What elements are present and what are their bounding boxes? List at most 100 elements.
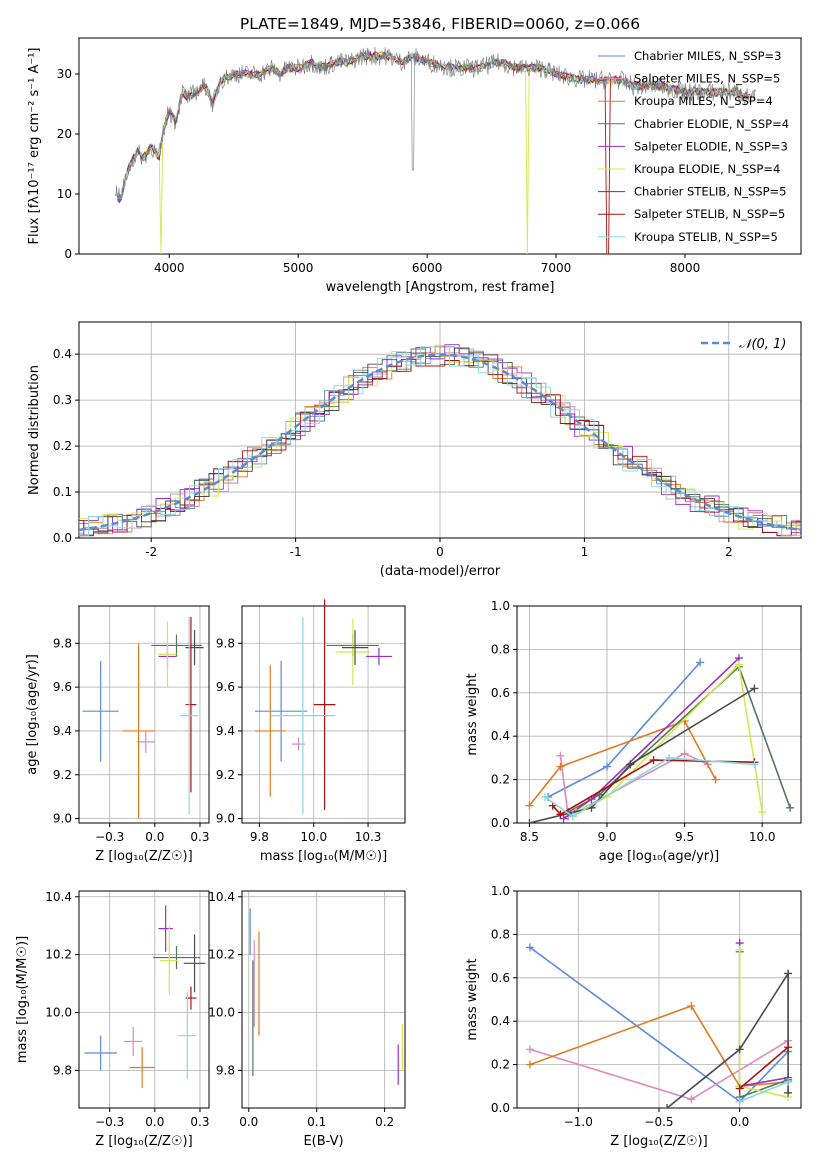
y-tick-label: 0.0 — [491, 816, 510, 830]
mass-weight-marker — [556, 762, 565, 771]
y-tick-label: 0.4 — [491, 1014, 510, 1028]
mass-weight-series-7 — [739, 1046, 789, 1090]
mass-weight-series-8 — [739, 1081, 789, 1103]
x-tick-label: 6000 — [412, 261, 443, 275]
mass-weight-marker — [758, 808, 767, 817]
x-axis-label: (data-model)/error — [380, 564, 501, 579]
legend-label: Chabrier MILES, N_SSP=3 — [634, 49, 781, 63]
y-tick-label: 9.8 — [53, 636, 72, 650]
mass-vs-metallicity-panel: −0.3 0.0 0.3 9.8 10.0 10.2 10.4 Z [log₁₀(Z/Z☉)]… — [15, 890, 210, 1149]
legend-label: 𝒩(0, 1) — [739, 337, 786, 352]
y-tick-label: 9.6 — [53, 680, 72, 694]
y-tick-label: 0.1 — [53, 485, 72, 499]
x-tick-label: 7000 — [541, 261, 572, 275]
y-tick-label: 9.4 — [53, 724, 72, 738]
mass-weight-marker — [525, 801, 534, 810]
observed-spectrum — [114, 47, 756, 204]
mass-weight-marker — [734, 660, 743, 669]
residual-histogram-1 — [79, 348, 801, 535]
x-tick-label: -2 — [145, 545, 157, 559]
mass-weight-marker — [735, 1045, 744, 1054]
y-tick-label: 0 — [64, 247, 72, 261]
mass-weight-marker — [663, 1104, 672, 1108]
plot-frame — [78, 37, 802, 255]
y-tick-label: 0.0 — [53, 531, 72, 545]
mass-weight-marker — [525, 1045, 534, 1054]
x-axis-label: Z [log₁₀(Z/Z☉)] — [95, 1134, 192, 1149]
x-tick-label: 0.0 — [239, 1115, 258, 1129]
y-tick-label: 10.4 — [208, 890, 235, 904]
y-axis-label: Flux [fλ10⁻¹⁷ erg cm⁻² s⁻¹ A⁻¹] — [27, 48, 42, 245]
x-axis-label: Z [log₁₀(Z/Z☉)] — [95, 849, 192, 864]
y-tick-label: 0.2 — [53, 439, 72, 453]
y-tick-label: 1.0 — [491, 884, 510, 898]
y-tick-label: 10.4 — [45, 890, 72, 904]
mass-weight-marker — [559, 814, 568, 823]
legend-label: Chabrier ELODIE, N_SSP=4 — [634, 117, 789, 131]
massweight-vs-age-panel: 8.5 9.0 9.5 10.0 0.0 0.2 0.4 0.6 0.8 1.0 age [log₁… — [465, 599, 802, 864]
mass-weight-series-1 — [559, 752, 709, 818]
legend-label: Salpeter STELIB, N_SSP=5 — [634, 207, 785, 221]
histogram-lines — [79, 344, 801, 537]
mass-weight-marker — [750, 760, 759, 769]
x-tick-label: 10.3 — [355, 830, 382, 844]
y-tick-label: 0.6 — [491, 971, 510, 985]
x-tick-label: 0.0 — [145, 830, 164, 844]
mass-weight-marker — [735, 1084, 744, 1093]
plot-frame — [78, 890, 210, 1109]
x-tick-label: 1 — [581, 545, 589, 559]
x-tick-label: 0.3 — [190, 1115, 209, 1129]
x-tick-label: -1 — [290, 545, 302, 559]
legend-label: Kroupa MILES, N_SSP=4 — [634, 94, 773, 108]
mass-weight-series-6 — [666, 970, 789, 1108]
massweight-vs-metallicity-panel: −1.0 −0.5 0.0 0.0 0.2 0.4 0.6 0.8 1.0 Z [log₁₀(Z/… — [465, 884, 802, 1149]
mass-weight-marker — [525, 943, 534, 952]
y-tick-label: 9.0 — [216, 812, 235, 826]
x-tick-label: 0.1 — [307, 1115, 326, 1129]
mass-weight-marker — [626, 760, 635, 769]
x-tick-label: 0.3 — [190, 830, 209, 844]
x-tick-label: −0.3 — [95, 1115, 124, 1129]
mass-weight-marker — [696, 658, 705, 667]
y-tick-label: 9.8 — [216, 636, 235, 650]
x-axis-label: wavelength [Angstrom, rest frame] — [326, 280, 555, 295]
y-tick-label: 10.0 — [208, 1006, 235, 1020]
gridlines — [79, 606, 209, 823]
x-axis-label: Z [log₁₀(Z/Z☉)] — [610, 1134, 707, 1149]
gridlines — [79, 891, 209, 1108]
mass-weight-marker — [784, 1088, 793, 1097]
age-vs-mass-panel: 9.8 10.0 10.3 9.0 9.2 9.4 9.6 9.8 mass [log₁₀(M/… — [216, 599, 406, 864]
legend-label: Salpeter ELODIE, N_SSP=3 — [634, 139, 788, 153]
plot-frame — [78, 605, 210, 824]
mass-weight-marker — [525, 1060, 534, 1069]
y-tick-label: 0.8 — [491, 642, 510, 656]
y-tick-label: 0.4 — [53, 347, 72, 361]
y-tick-label: 30 — [57, 67, 72, 81]
mass-weight-marker — [687, 1095, 696, 1104]
y-tick-label: 9.8 — [216, 1063, 235, 1077]
y-tick-label: 1.0 — [491, 599, 510, 613]
y-tick-label: 10 — [57, 187, 72, 201]
normal-curve — [79, 353, 801, 532]
legend-label: Chabrier STELIB, N_SSP=5 — [634, 185, 786, 199]
mass-weight-marker — [784, 1077, 793, 1086]
y-tick-label: 9.8 — [53, 1063, 72, 1077]
mass-vs-extinction-panel: 0.0 0.1 0.2 9.8 10.0 10.2 10.4 E(B-V) — [208, 890, 406, 1149]
x-tick-label: 9.0 — [597, 830, 616, 844]
x-tick-label: 8.5 — [520, 830, 539, 844]
x-tick-label: 8000 — [670, 261, 701, 275]
spectrum-lines — [114, 47, 756, 254]
mass-weight-lines — [525, 654, 795, 823]
mass-weight-marker — [603, 762, 612, 771]
y-axis-label: age [log₁₀(age/yr)] — [25, 654, 40, 775]
x-tick-label: 0.0 — [145, 1115, 164, 1129]
y-tick-label: 0.8 — [491, 927, 510, 941]
mass-weight-series-3 — [567, 665, 791, 813]
mass-weight-marker — [687, 1002, 696, 1011]
x-axis-label: age [log₁₀(age/yr)] — [599, 849, 720, 864]
legend-label: Salpeter MILES, N_SSP=5 — [634, 72, 780, 86]
x-tick-label: 10.0 — [300, 830, 327, 844]
mass-weight-series-4 — [563, 657, 740, 820]
age-vs-metallicity-panel: −0.3 0.0 0.3 9.0 9.2 9.4 9.6 9.8 Z [log₁₀(Z/Z☉)]… — [25, 605, 210, 864]
mass-weight-marker — [784, 1043, 793, 1052]
